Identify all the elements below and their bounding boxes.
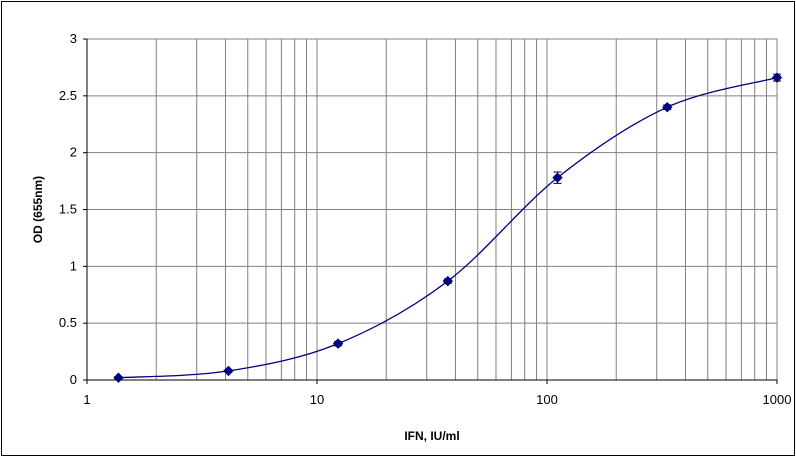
y-axis-title: OD (655nm) xyxy=(31,176,45,243)
x-tick-label: 1000 xyxy=(763,392,792,407)
y-tick-label: 0.5 xyxy=(59,315,77,330)
y-tick-label: 1 xyxy=(70,258,77,273)
series-line xyxy=(118,77,778,379)
grid-layer xyxy=(87,39,777,380)
data-point xyxy=(552,172,563,183)
axis-layer xyxy=(83,38,778,384)
y-tick-label: 2 xyxy=(70,145,77,160)
y-tick-label: 1.5 xyxy=(59,202,77,217)
y-tick-label: 3 xyxy=(70,31,77,46)
data-point xyxy=(223,365,234,377)
label-layer: 0 0.5 1 1.5 2 2.5 3 1 10 100 1000 xyxy=(59,31,792,407)
x-tick-label: 1 xyxy=(83,392,90,407)
series-layer xyxy=(113,72,783,383)
x-axis-title: IFN, IU/ml xyxy=(404,429,459,443)
data-point xyxy=(662,101,673,113)
x-tick-label: 100 xyxy=(536,392,558,407)
data-point xyxy=(113,372,124,383)
data-point xyxy=(332,338,344,349)
x-tick-label: 10 xyxy=(310,392,324,407)
data-point xyxy=(771,72,783,83)
y-tick-label: 0 xyxy=(70,372,77,387)
data-point xyxy=(442,275,454,287)
y-tick-label: 2.5 xyxy=(59,88,77,103)
